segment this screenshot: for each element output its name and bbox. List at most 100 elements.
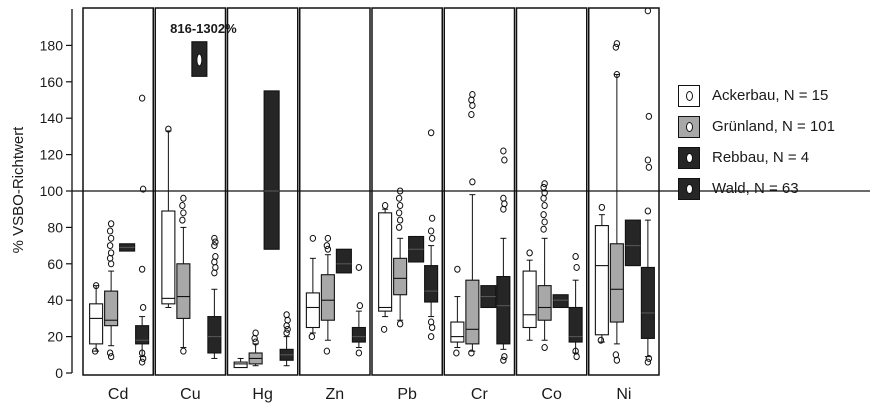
y-axis: 0 20 40 60 80 100 120 140 160 180 bbox=[40, 9, 73, 381]
box-cr-wald-outlier-4 bbox=[500, 205, 507, 213]
box-cr-gruenland-outlier-2 bbox=[469, 101, 476, 109]
legend-label-gruenland: Grünland, N = 101 bbox=[712, 118, 835, 135]
box-ni-gruenland bbox=[609, 243, 624, 323]
box-pb-gruenland-outlier-3 bbox=[395, 209, 403, 217]
box-ni-gruenland-outlier-2 bbox=[613, 71, 621, 79]
box-pb-gruenland-outlier-6 bbox=[396, 320, 404, 328]
box-co-gruenland-outlier-6 bbox=[541, 218, 548, 226]
box-co-gruenland-outlier-3 bbox=[540, 194, 547, 202]
box-cd-gruenland-outlier-0 bbox=[107, 220, 115, 228]
box-ni-gruenland-outlier-4 bbox=[613, 356, 621, 364]
box-cd-gruenland-outlier-7 bbox=[106, 349, 114, 357]
box-pb-wald-outlier-2 bbox=[427, 227, 435, 235]
box-cd-gruenland-outlier-1 bbox=[106, 227, 114, 235]
box-cd-ackerbau-outlier-0 bbox=[92, 282, 100, 290]
x-tick-labels: Cd Cu Hg Zn Pb Cr Co Ni bbox=[108, 386, 632, 403]
box-co-gruenland bbox=[537, 285, 552, 321]
box-cd-ackerbau bbox=[89, 303, 104, 345]
box-cu-gruenland-outlier-4 bbox=[180, 347, 187, 355]
box-zn-rebbau bbox=[335, 248, 352, 274]
legend-item-rebbau: Rebbau, N = 4 bbox=[678, 142, 868, 173]
box-ni-wald-outlier-2 bbox=[644, 156, 652, 164]
box-zn-gruenland-outlier-1 bbox=[323, 242, 331, 250]
box-ni-wald bbox=[640, 266, 655, 339]
legend-swatch-wald bbox=[678, 177, 700, 200]
legend: Ackerbau, N = 15 Grünland, N = 101 Rebba… bbox=[678, 80, 868, 204]
box-cu-wald-outlier-2 bbox=[211, 242, 218, 250]
box-pb-ackerbau bbox=[378, 212, 393, 312]
y-tick-label-40: 40 bbox=[47, 292, 63, 308]
box-co-wald bbox=[568, 306, 583, 343]
box-co-gruenland-outlier-0 bbox=[541, 180, 548, 188]
box-cr-wald bbox=[496, 275, 511, 345]
box-cd-wald-outlier-0 bbox=[138, 94, 146, 102]
y-tick-label-120: 120 bbox=[40, 147, 64, 163]
x-tick-label-zn: Zn bbox=[326, 386, 345, 403]
box-co-wald-outlier-3 bbox=[573, 353, 580, 361]
box-ni-rebbau bbox=[624, 219, 641, 267]
x-tick-label-ni: Ni bbox=[616, 386, 631, 403]
box-cr-gruenland-outlier-3 bbox=[468, 111, 475, 119]
box-ni-wald-outlier-5 bbox=[645, 354, 653, 362]
box-co-wald-outlier-1 bbox=[573, 263, 580, 271]
box-pb-wald-outlier-5 bbox=[428, 324, 436, 331]
box-cr-wald-outlier-6 bbox=[500, 356, 507, 364]
box-ni-wald-outlier-6 bbox=[644, 358, 652, 366]
box-ni-ackerbau-outlier-1 bbox=[597, 336, 605, 344]
legend-label-ackerbau: Ackerbau, N = 15 bbox=[712, 87, 829, 104]
box-co-gruenland-outlier-7 bbox=[540, 225, 547, 233]
box-cu-rebbau-median-marker bbox=[196, 53, 203, 67]
box-cd-ackerbau-outlier-1 bbox=[91, 347, 99, 355]
box-pb-gruenland-outlier-0 bbox=[396, 187, 404, 195]
box-cu-wald-outlier-6 bbox=[211, 269, 218, 277]
box-ni-wald-outlier-1 bbox=[645, 112, 653, 120]
cu-rebbau-annotation: 816-1302% bbox=[170, 21, 237, 36]
box-pb-gruenland-outlier-2 bbox=[396, 202, 404, 210]
box-cr-ackerbau-outlier-1 bbox=[453, 349, 460, 357]
box-pb-gruenland-outlier-1 bbox=[395, 194, 403, 202]
y-tick-label-60: 60 bbox=[47, 256, 63, 272]
box-zn-gruenland bbox=[320, 274, 335, 321]
box-hg-wald-outlier-4 bbox=[283, 329, 290, 337]
boxes-layer bbox=[89, 41, 655, 369]
box-ni-wald-outlier-3 bbox=[645, 163, 653, 171]
box-pb-wald-outlier-3 bbox=[428, 234, 436, 242]
box-pb-gruenland-outlier-5 bbox=[395, 223, 403, 231]
box-cd-wald-outlier-3 bbox=[139, 303, 147, 311]
x-tick-label-cd: Cd bbox=[108, 386, 128, 403]
box-cu-wald-outlier-1 bbox=[212, 238, 219, 246]
box-cd-wald-outlier-1 bbox=[139, 185, 147, 193]
box-hg-wald-outlier-2 bbox=[283, 322, 290, 330]
box-cu-gruenland-outlier-1 bbox=[179, 202, 186, 210]
box-cr-ackerbau bbox=[450, 321, 465, 343]
y-tick-label-80: 80 bbox=[47, 219, 63, 235]
box-cd-gruenland-outlier-3 bbox=[106, 242, 114, 250]
box-ni-ackerbau bbox=[594, 225, 609, 336]
box-pb-gruenland bbox=[393, 257, 408, 296]
y-tick-label-0: 0 bbox=[55, 365, 63, 381]
box-co-rebbau bbox=[552, 294, 569, 309]
x-tick-label-cr: Cr bbox=[471, 386, 489, 403]
box-cd-gruenland bbox=[104, 290, 119, 327]
legend-swatch-ackerbau bbox=[678, 84, 700, 107]
box-cd-gruenland-outlier-8 bbox=[107, 353, 115, 361]
outliers-layer bbox=[91, 7, 653, 366]
box-hg-gruenland-outlier-1 bbox=[251, 334, 258, 342]
box-cu-gruenland bbox=[176, 263, 191, 319]
legend-item-ackerbau: Ackerbau, N = 15 bbox=[678, 80, 868, 111]
box-zn-ackerbau-outlier-0 bbox=[309, 234, 317, 242]
box-ni-gruenland-outlier-1 bbox=[612, 43, 620, 51]
box-cd-wald-outlier-2 bbox=[138, 265, 146, 273]
box-co-wald-outlier-0 bbox=[572, 253, 579, 261]
box-cr-ackerbau-outlier-0 bbox=[454, 265, 461, 273]
box-zn-gruenland-outlier-0 bbox=[324, 234, 332, 242]
box-zn-wald-outlier-1 bbox=[356, 302, 364, 310]
box-pb-wald-outlier-1 bbox=[428, 214, 436, 222]
box-cr-gruenland-outlier-4 bbox=[469, 178, 476, 186]
box-hg-rebbau bbox=[263, 90, 280, 250]
legend-label-wald: Wald, N = 63 bbox=[712, 180, 799, 197]
box-zn-wald-outlier-2 bbox=[355, 349, 363, 357]
box-pb-ackerbau-outlier-1 bbox=[380, 325, 388, 333]
legend-swatch-gruenland bbox=[678, 115, 700, 138]
